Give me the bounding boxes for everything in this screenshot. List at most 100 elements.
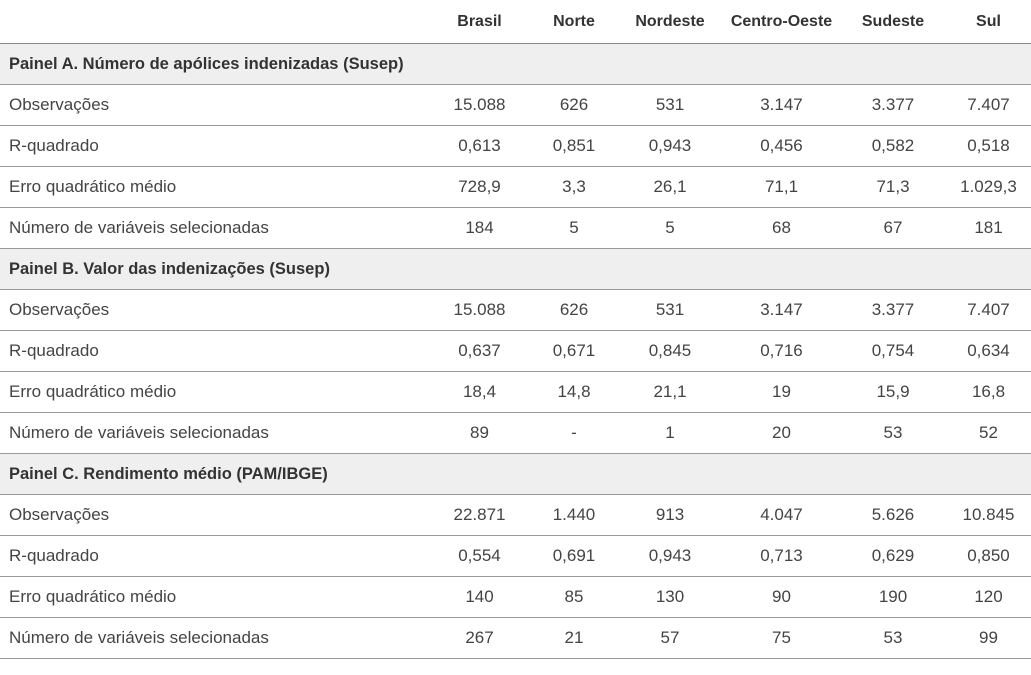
table-cell: 7.407 [946,289,1031,331]
table-cell: 626 [531,289,617,331]
row-label: Erro quadrático médio [0,166,428,208]
table-cell: 7.407 [946,84,1031,126]
table-cell: 0,850 [946,535,1031,577]
table-cell: 728,9 [428,166,531,208]
table-cell: 90 [723,576,840,618]
table-row: Número de variáveis selecionadas 267 21 … [0,617,1031,659]
table-cell: 71,3 [840,166,946,208]
column-header-centro-oeste: Centro-Oeste [723,0,840,44]
table-cell: 1.029,3 [946,166,1031,208]
table-cell: 913 [617,494,723,536]
row-label: Observações [0,84,428,126]
row-label: Número de variáveis selecionadas [0,412,428,454]
table-cell: 3.377 [840,84,946,126]
table-cell: 0,713 [723,535,840,577]
table-cell: 0,629 [840,535,946,577]
table-cell: 531 [617,84,723,126]
column-header-nordeste: Nordeste [617,0,723,44]
table-row: Erro quadrático médio 140 85 130 90 190 … [0,576,1031,618]
table-cell: 99 [946,617,1031,659]
table-cell: 20 [723,412,840,454]
table-cell: 0,716 [723,330,840,372]
panel-c-header: Painel C. Rendimento médio (PAM/IBGE) [0,453,1031,495]
table-cell: 140 [428,576,531,618]
table-cell: 3.147 [723,84,840,126]
column-header-blank [0,0,428,44]
table-cell: 67 [840,207,946,249]
header-row: Brasil Norte Nordeste Centro-Oeste Sudes… [0,0,1031,44]
table-cell: 0,582 [840,125,946,167]
table-row: Observações 15.088 626 531 3.147 3.377 7… [0,84,1031,126]
table-cell: 1.440 [531,494,617,536]
table-cell: 26,1 [617,166,723,208]
table-cell: 15.088 [428,84,531,126]
table-cell: 57 [617,617,723,659]
table-cell: 130 [617,576,723,618]
table-cell: 14,8 [531,371,617,413]
table-cell: 5.626 [840,494,946,536]
table-cell: 3.377 [840,289,946,331]
panel-title: Painel B. Valor das indenizações (Susep) [0,248,1031,290]
table-cell: 0,554 [428,535,531,577]
panel-b-header: Painel B. Valor das indenizações (Susep) [0,248,1031,290]
table-cell: 68 [723,207,840,249]
table-cell: 0,943 [617,535,723,577]
row-label: R-quadrado [0,535,428,577]
row-label: Erro quadrático médio [0,371,428,413]
panel-title: Painel C. Rendimento médio (PAM/IBGE) [0,453,1031,495]
table-cell: 53 [840,617,946,659]
table-row: Observações 15.088 626 531 3.147 3.377 7… [0,289,1031,331]
table-row: R-quadrado 0,613 0,851 0,943 0,456 0,582… [0,125,1031,167]
column-header-norte: Norte [531,0,617,44]
table-cell: 0,851 [531,125,617,167]
row-label: R-quadrado [0,330,428,372]
table-cell: 0,456 [723,125,840,167]
table-cell: 0,637 [428,330,531,372]
table-cell: 0,671 [531,330,617,372]
table-row: Observações 22.871 1.440 913 4.047 5.626… [0,494,1031,536]
table-cell: 16,8 [946,371,1031,413]
table-cell: 5 [617,207,723,249]
table-cell: 52 [946,412,1031,454]
table-cell: 0,634 [946,330,1031,372]
panel-title: Painel A. Número de apólices indenizadas… [0,43,1031,85]
column-header-sudeste: Sudeste [840,0,946,44]
table-cell: 4.047 [723,494,840,536]
table-cell: 85 [531,576,617,618]
table-cell: 626 [531,84,617,126]
table-cell: 22.871 [428,494,531,536]
table-cell: 181 [946,207,1031,249]
table-cell: 0,613 [428,125,531,167]
table-cell: 18,4 [428,371,531,413]
table-cell: 15.088 [428,289,531,331]
table-cell: 89 [428,412,531,454]
table-cell: 3.147 [723,289,840,331]
table-cell: 0,691 [531,535,617,577]
table-cell: 21 [531,617,617,659]
row-label: Observações [0,289,428,331]
row-label: Observações [0,494,428,536]
table-row: Erro quadrático médio 728,9 3,3 26,1 71,… [0,166,1031,208]
table-row: Erro quadrático médio 18,4 14,8 21,1 19 … [0,371,1031,413]
table-row: Número de variáveis selecionadas 89 - 1 … [0,412,1031,454]
table-cell: 3,3 [531,166,617,208]
table-cell: 0,518 [946,125,1031,167]
table-cell: 184 [428,207,531,249]
table-cell: 0,754 [840,330,946,372]
table-cell: 1 [617,412,723,454]
table-row: R-quadrado 0,554 0,691 0,943 0,713 0,629… [0,535,1031,577]
column-header-brasil: Brasil [428,0,531,44]
table-cell: 190 [840,576,946,618]
column-header-sul: Sul [946,0,1031,44]
panel-a-header: Painel A. Número de apólices indenizadas… [0,43,1031,85]
row-label: Número de variáveis selecionadas [0,617,428,659]
table-cell: 15,9 [840,371,946,413]
table-cell: 0,943 [617,125,723,167]
table-cell: 21,1 [617,371,723,413]
table-cell: 75 [723,617,840,659]
table-cell: 531 [617,289,723,331]
table-cell: 71,1 [723,166,840,208]
row-label: Número de variáveis selecionadas [0,207,428,249]
row-label: R-quadrado [0,125,428,167]
table-cell: 10.845 [946,494,1031,536]
